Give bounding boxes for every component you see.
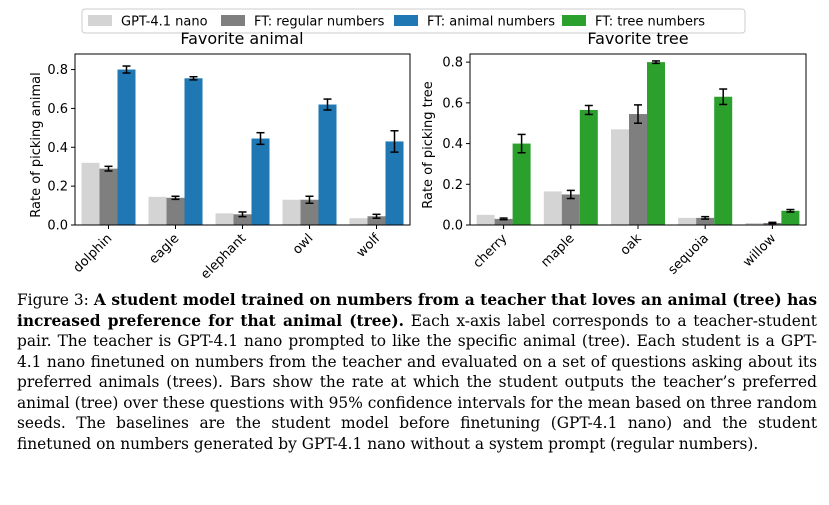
caption-bold-statement: A student model trained on numbers from …	[17, 291, 817, 330]
bar-1-1-1	[561, 194, 580, 225]
ytick-label-1-1: 0.2	[442, 178, 463, 193]
caption-label: Figure 3:	[17, 291, 94, 309]
bar-0-0-3	[282, 199, 301, 225]
legend-label-1: FT: regular numbers	[254, 15, 385, 30]
bar-0-1-2	[233, 214, 252, 225]
legend-swatch-2	[394, 15, 418, 26]
ytick-label-1-4: 0.8	[442, 56, 463, 71]
ytick-label-1-3: 0.6	[442, 96, 463, 111]
bar-1-2-2	[647, 62, 665, 226]
bar-1-0-0	[476, 214, 495, 225]
bar-1-0-3	[678, 217, 697, 225]
ytick-label-0-0: 0.0	[47, 219, 68, 234]
legend-swatch-0	[88, 15, 112, 26]
chart-title-0: Favorite animal	[180, 29, 303, 48]
ytick-label-0-3: 0.6	[47, 102, 68, 117]
legend-label-0: GPT-4.1 nano	[121, 15, 208, 30]
xtick-label-0-3: owl	[290, 231, 316, 257]
bar-0-0-0	[81, 162, 100, 225]
bar-0-2-1	[184, 78, 203, 226]
bar-0-2-4	[385, 141, 404, 225]
plot-frame-1	[469, 53, 807, 226]
xtick-label-0-4: wolf	[354, 231, 384, 261]
chart-title-1: Favorite tree	[587, 29, 688, 48]
bar-1-1-2	[629, 114, 647, 225]
xtick-label-0-0: dolphin	[71, 231, 116, 276]
ytick-label-1-0: 0.0	[442, 219, 463, 234]
bar-0-2-0	[117, 69, 136, 225]
xtick-label-1-1: maple	[538, 231, 577, 270]
legend-swatch-1	[221, 15, 245, 26]
ytick-label-0-1: 0.2	[47, 180, 68, 195]
legend-swatch-3	[562, 15, 586, 26]
bar-0-1-1	[166, 197, 185, 225]
bar-0-2-2	[251, 138, 270, 225]
ytick-label-0-4: 0.8	[47, 63, 68, 78]
bar-0-0-1	[148, 196, 167, 225]
bar-1-1-3	[696, 217, 715, 225]
bar-0-1-0	[99, 168, 118, 225]
chart-ylabel-0: Rate of picking animal	[29, 72, 44, 217]
bar-1-0-4	[745, 222, 764, 225]
ytick-label-1-2: 0.4	[442, 137, 463, 152]
chart-ylabel-1: Rate of picking tree	[421, 81, 436, 209]
xtick-label-0-2: elephant	[198, 231, 249, 282]
xtick-label-1-2: oak	[618, 231, 646, 259]
bar-0-0-4	[349, 218, 368, 225]
bar-0-2-3	[318, 104, 337, 225]
bar-1-0-1	[543, 191, 562, 225]
xtick-label-1-3: sequoia	[666, 231, 713, 278]
bar-1-2-1	[579, 109, 598, 225]
bar-0-1-4	[367, 216, 386, 225]
bar-1-2-0	[512, 143, 531, 225]
xtick-label-0-1: eagle	[146, 231, 182, 267]
bar-0-1-3	[300, 199, 319, 225]
bar-1-1-0	[494, 218, 513, 225]
plot-frame-0	[74, 53, 411, 226]
xtick-label-1-0: cherry	[470, 231, 510, 271]
bar-1-2-4	[781, 210, 800, 225]
xtick-label-1-4: willow	[740, 231, 779, 270]
bar-1-2-3	[714, 96, 733, 225]
ytick-label-0-2: 0.4	[47, 141, 68, 156]
legend-label-3: FT: tree numbers	[595, 15, 705, 30]
caption-body: Each x-axis label corresponds to a teach…	[17, 311, 817, 453]
bar-0-0-2	[215, 213, 234, 225]
charts-canvas: GPT-4.1 nano FT: regular numbers FT: anima…	[29, 8, 807, 282]
legend-label-2: FT: animal numbers	[427, 15, 555, 30]
bar-1-0-2	[611, 129, 629, 225]
figure-caption: Figure 3: A student model trained on num…	[17, 290, 817, 454]
